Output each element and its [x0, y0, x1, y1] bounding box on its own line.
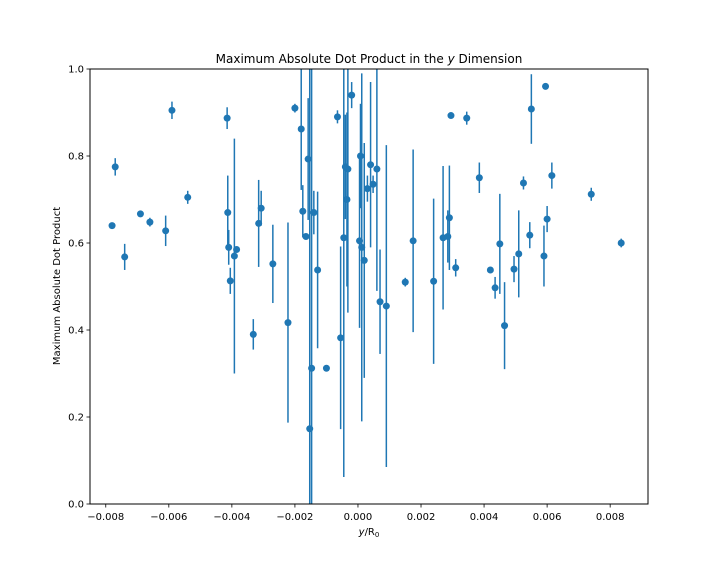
data-point	[452, 264, 460, 272]
y-axis-label: Maximum Absolute Dot Product	[52, 207, 63, 365]
data-point	[430, 277, 438, 285]
data-point	[475, 174, 483, 182]
data-point	[515, 250, 523, 258]
data-point	[356, 152, 364, 160]
data-point	[340, 234, 348, 242]
data-point	[510, 265, 518, 273]
data-point	[401, 278, 409, 286]
x-tick-label: 0.008	[596, 512, 625, 523]
data-point	[447, 112, 455, 120]
data-point	[146, 218, 154, 226]
data-point	[344, 165, 352, 173]
y-tick-label: 0.2	[68, 413, 84, 424]
data-point	[223, 114, 231, 122]
y-tick-label: 0.8	[68, 152, 84, 163]
x-tick-label: −0.004	[213, 512, 250, 523]
data-point	[373, 165, 381, 173]
data-point	[255, 219, 263, 227]
data-point	[284, 319, 292, 327]
y-axis-ticks: 0.0 0.2 0.4 0.6 0.8 1.0	[68, 65, 90, 511]
data-point	[249, 330, 257, 338]
data-point	[226, 277, 234, 285]
data-point	[382, 302, 390, 310]
data-point	[527, 105, 535, 113]
data-point	[184, 193, 192, 201]
data-point	[269, 260, 277, 268]
data-point	[299, 207, 307, 215]
x-tick-label: −0.008	[87, 512, 124, 523]
data-point	[356, 237, 364, 245]
x-tick-label: −0.002	[276, 512, 313, 523]
data-point	[308, 364, 316, 372]
data-point	[360, 256, 368, 264]
data-point	[486, 266, 494, 274]
data-point	[463, 114, 471, 122]
data-point	[542, 82, 550, 90]
y-tick-label: 0.4	[68, 326, 84, 337]
data-point	[343, 196, 351, 203]
plot-frame	[89, 68, 649, 505]
data-point	[617, 239, 625, 247]
data-point	[257, 204, 265, 212]
data-point	[358, 243, 366, 251]
data-point	[314, 266, 322, 274]
data-point	[363, 185, 371, 193]
data-point	[548, 172, 556, 180]
data-point	[121, 253, 129, 261]
data-point	[297, 125, 305, 133]
y-tick-label: 0.6	[68, 239, 84, 250]
x-tick-label: 0.002	[407, 512, 436, 523]
data-point	[306, 425, 314, 433]
y-tick-label: 1.0	[68, 65, 84, 76]
data-point	[444, 232, 452, 240]
data-point	[108, 222, 116, 230]
data-point	[302, 232, 310, 240]
x-axis-ticks: −0.008 −0.006 −0.004 −0.002 0.000 0.002 0.004 0…	[87, 504, 624, 523]
y-tick-label: 0.0	[68, 500, 84, 511]
data-point	[540, 252, 548, 260]
data-point	[543, 215, 551, 223]
data-point	[445, 214, 453, 222]
data-point	[304, 155, 312, 163]
data-point	[587, 190, 595, 198]
x-tick-label: −0.006	[150, 512, 187, 523]
data-point	[225, 243, 233, 251]
x-tick-label: 0.004	[470, 512, 499, 523]
data-point	[168, 106, 176, 114]
data-point	[230, 252, 238, 260]
data-points	[108, 82, 625, 433]
data-point	[136, 210, 144, 218]
data-point	[162, 227, 170, 235]
data-point	[376, 298, 384, 306]
data-point	[367, 161, 375, 169]
data-point	[491, 284, 499, 292]
error-bars	[114, 69, 622, 504]
data-point	[111, 163, 119, 171]
data-point	[369, 180, 377, 188]
data-point	[224, 209, 232, 217]
x-axis-label: y/R0	[358, 527, 380, 539]
chart-title: Maximum Absolute Dot Product in the y Di…	[216, 52, 523, 66]
data-point	[526, 231, 534, 239]
data-point	[519, 179, 527, 187]
data-point	[337, 334, 345, 342]
x-tick-label: 0.006	[533, 512, 562, 523]
data-point	[233, 246, 241, 254]
data-point	[333, 113, 341, 121]
data-point	[291, 104, 299, 112]
data-point	[501, 322, 509, 330]
x-tick-label: 0.000	[344, 512, 373, 523]
data-point	[409, 237, 417, 245]
data-point	[322, 364, 330, 372]
data-point	[348, 91, 356, 99]
data-point	[496, 240, 504, 248]
data-point	[310, 209, 318, 217]
